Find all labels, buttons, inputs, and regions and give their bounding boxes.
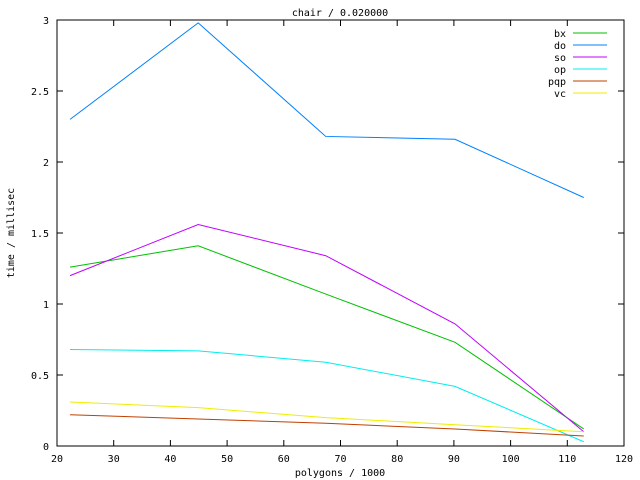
y-tick-label: 0 (43, 442, 49, 453)
x-tick-label: 30 (108, 454, 120, 465)
plot-frame (56, 19, 625, 447)
x-tick-label: 60 (278, 454, 290, 465)
legend-label-so: so (554, 53, 566, 64)
y-tick-label: 2.5 (31, 87, 49, 98)
x-tick-label: 90 (448, 454, 460, 465)
series-line-so (69, 223, 585, 433)
x-axis-label: polygons / 1000 (295, 468, 385, 479)
legend-label-vc: vc (554, 89, 566, 100)
series-line-bx (69, 245, 585, 430)
x-tick-label: 40 (164, 454, 176, 465)
chart-title: chair / 0.020000 (292, 8, 388, 19)
y-tick-label: 3 (43, 16, 49, 27)
series-line-pqp (70, 414, 584, 437)
y-tick-label: 1.5 (31, 229, 49, 240)
x-tick-label: 110 (558, 454, 576, 465)
x-tick-label: 80 (391, 454, 403, 465)
x-tick-label: 120 (615, 454, 633, 465)
x-tick-label: 100 (502, 454, 520, 465)
legend-label-op: op (554, 65, 566, 76)
y-tick-label: 1 (43, 300, 49, 311)
series-line-op (70, 348, 584, 443)
y-tick-label: 0.5 (31, 371, 49, 382)
series-line-do (69, 22, 584, 198)
series-line-vc (70, 401, 584, 433)
x-tick-label: 70 (334, 454, 346, 465)
x-tick-label: 50 (221, 454, 233, 465)
legend-label-do: do (554, 41, 566, 52)
legend-label-pqp: pqp (548, 77, 566, 88)
x-tick-label: 20 (51, 454, 63, 465)
y-axis-label: time / millisec (6, 188, 17, 278)
y-tick-label: 2 (43, 158, 49, 169)
legend-label-bx: bx (554, 29, 566, 40)
